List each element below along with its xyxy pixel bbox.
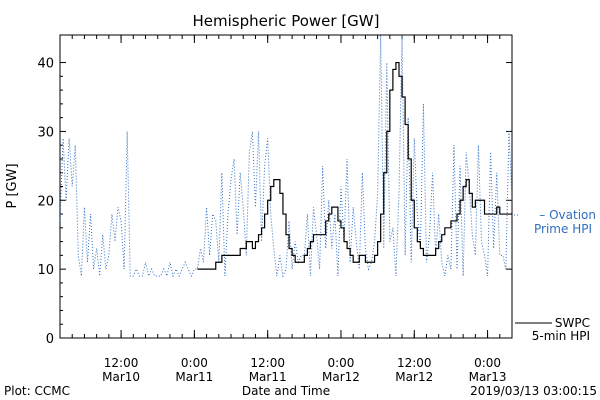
x-tick-label-date: Mar13 bbox=[469, 370, 507, 384]
x-tick-label-time: 12:00 bbox=[250, 356, 285, 370]
x-tick-label-time: 0:00 bbox=[474, 356, 501, 370]
x-axis-label: Date and Time bbox=[242, 384, 330, 398]
x-tick-label-time: 12:00 bbox=[104, 356, 139, 370]
x-tick-label-date: Mar12 bbox=[322, 370, 360, 384]
y-axis: 0 10 20 30 40 bbox=[37, 57, 512, 347]
series-swpc-line bbox=[197, 61, 512, 270]
x-tick-label-time: 0:00 bbox=[327, 356, 354, 370]
x-tick-label-date: Mar11 bbox=[249, 370, 287, 384]
plot-credit: Plot: CCMC bbox=[4, 384, 70, 398]
legend-ovation: – Ovation Prime HPI bbox=[514, 208, 596, 236]
legend-swpc-line2: 5-min HPI bbox=[532, 329, 590, 343]
y-axis-label: P [GW] bbox=[5, 163, 20, 208]
legend-swpc: SWPC 5-min HPI bbox=[515, 316, 590, 343]
series-ovation-line bbox=[60, 35, 512, 278]
chart-title: Hemispheric Power [GW] bbox=[193, 12, 380, 30]
x-tick-label-date: Mar11 bbox=[175, 370, 213, 384]
legend-swpc-line1: SWPC bbox=[555, 316, 590, 330]
y-tick-label: 30 bbox=[37, 125, 54, 140]
legend-ovation-line2: Prime HPI bbox=[534, 222, 592, 236]
plot-timestamp: 2019/03/13 03:00:15 bbox=[470, 384, 597, 398]
x-tick-label-date: Mar12 bbox=[395, 370, 433, 384]
x-tick-label-time: 0:00 bbox=[181, 356, 208, 370]
x-axis: 12:00Mar100:00Mar1112:00Mar110:00Mar1212… bbox=[59, 35, 513, 384]
plot-frame bbox=[59, 34, 513, 339]
y-tick-label: 10 bbox=[37, 263, 54, 278]
series-layer bbox=[60, 35, 512, 278]
y-tick-label: 20 bbox=[37, 194, 54, 209]
legend-ovation-line1: – Ovation bbox=[539, 208, 596, 222]
y-tick-label: 0 bbox=[46, 332, 54, 347]
y-tick-label: 40 bbox=[37, 57, 54, 72]
x-tick-label-time: 12:00 bbox=[397, 356, 432, 370]
x-tick-label-date: Mar10 bbox=[102, 370, 140, 384]
